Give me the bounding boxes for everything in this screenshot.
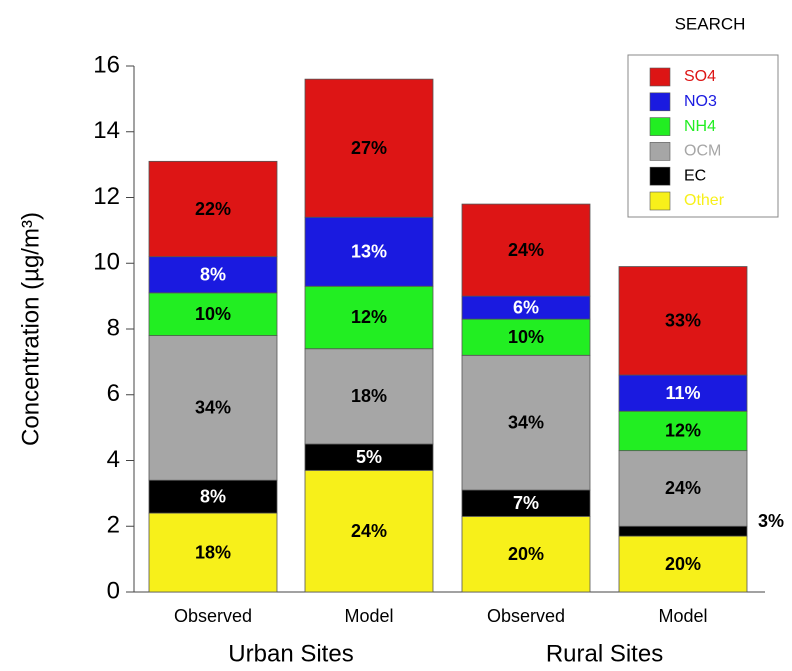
bar-segment	[304, 285, 434, 350]
bar-segment	[304, 348, 434, 445]
legend-swatch	[649, 92, 671, 112]
value-label: 3%	[758, 511, 784, 531]
group-label: Urban Sites	[228, 640, 353, 667]
value-label: 20%	[508, 544, 544, 564]
bar-segment	[148, 160, 278, 258]
x-tick-label: Observed	[487, 606, 565, 626]
legend-swatch	[649, 67, 671, 87]
group-label: Rural Sites	[546, 640, 663, 667]
bar-segment	[304, 469, 434, 593]
bar-segment	[618, 535, 748, 593]
legend-swatch	[649, 191, 671, 211]
bar-segment	[148, 292, 278, 336]
value-label: 11%	[665, 383, 700, 403]
value-label: 34%	[508, 412, 544, 432]
value-label: 18%	[195, 542, 231, 562]
legend-label: EC	[684, 167, 706, 184]
value-label: 13%	[351, 241, 387, 261]
legend-swatch	[649, 142, 671, 161]
bar-segment	[304, 78, 434, 218]
value-label: 24%	[351, 521, 387, 541]
x-tick-label: Model	[658, 606, 707, 626]
bar-segment	[618, 266, 748, 376]
y-tick-label: 2	[107, 512, 120, 539]
value-label: 33%	[665, 311, 701, 331]
y-axis-label: Concentration (µg/m³)	[17, 212, 44, 446]
bar-segment	[618, 525, 748, 537]
y-tick-label: 4	[107, 446, 120, 473]
bar-segment	[148, 335, 278, 481]
value-label: 5%	[356, 447, 382, 467]
value-label: 10%	[195, 304, 231, 324]
value-label: 7%	[513, 493, 539, 513]
value-label: 8%	[200, 486, 226, 506]
bar-segment	[461, 489, 591, 517]
legend-title: SEARCH	[675, 14, 746, 33]
x-tick-label: Observed	[174, 606, 252, 626]
value-label: 6%	[513, 297, 539, 317]
value-label: 10%	[508, 327, 544, 347]
legend-label: OCM	[684, 143, 721, 160]
bar-segment	[148, 479, 278, 514]
bar-segment	[304, 216, 434, 287]
x-tick-label: Model	[344, 606, 393, 626]
bar-segment	[461, 203, 591, 297]
bar-segment	[148, 512, 278, 593]
value-label: 24%	[508, 240, 544, 260]
value-label: 24%	[665, 478, 701, 498]
legend-label: SO4	[684, 68, 716, 85]
y-tick-label: 6	[107, 380, 120, 407]
y-tick-label: 10	[93, 249, 120, 276]
legend-label: NH4	[684, 118, 716, 135]
value-label: 27%	[351, 138, 387, 158]
value-label: 8%	[200, 265, 226, 285]
legend-swatch	[649, 117, 671, 136]
legend-label: NO3	[684, 93, 717, 110]
value-label: 22%	[195, 199, 231, 219]
y-tick-label: 16	[93, 51, 120, 78]
y-tick-label: 0	[107, 577, 120, 604]
value-label: 12%	[665, 421, 701, 441]
bar-segment	[304, 443, 434, 471]
value-label: 20%	[665, 554, 701, 574]
value-label: 12%	[351, 307, 387, 327]
value-label: 34%	[195, 398, 231, 418]
value-label: 18%	[351, 386, 387, 406]
y-tick-label: 12	[93, 183, 120, 210]
legend-swatch	[649, 166, 671, 186]
y-tick-label: 14	[93, 117, 120, 144]
bar-segment	[618, 450, 748, 527]
legend-label: Other	[684, 192, 725, 209]
y-tick-label: 8	[107, 314, 120, 341]
bar-segment	[461, 354, 591, 491]
